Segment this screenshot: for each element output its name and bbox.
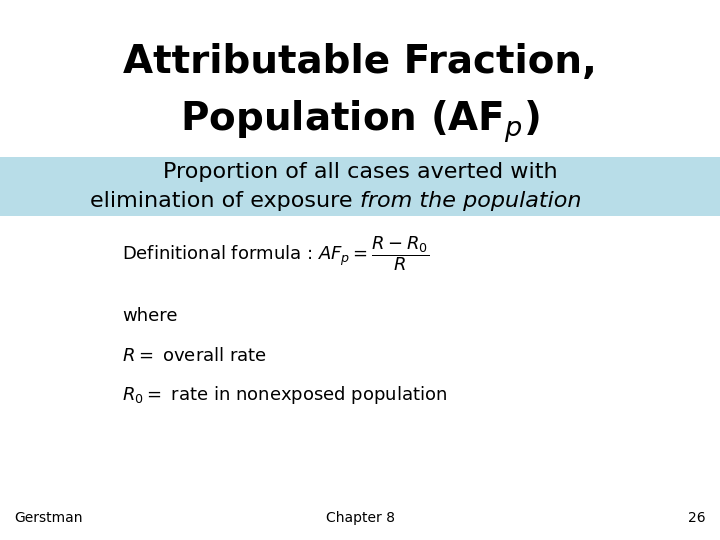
Text: $R_0 =$ rate in nonexposed population: $R_0 =$ rate in nonexposed population xyxy=(122,384,448,406)
Text: Definitional formula : $\mathit{AF}_p = \dfrac{R - R_0}{R}$: Definitional formula : $\mathit{AF}_p = … xyxy=(122,234,429,273)
Text: elimination of exposure: elimination of exposure xyxy=(91,191,360,211)
Text: from the population: from the population xyxy=(360,191,582,211)
Text: 26: 26 xyxy=(688,511,706,525)
Text: Chapter 8: Chapter 8 xyxy=(325,511,395,525)
Text: where: where xyxy=(122,307,178,325)
Text: Gerstman: Gerstman xyxy=(14,511,83,525)
Text: Attributable Fraction,: Attributable Fraction, xyxy=(123,43,597,81)
Text: Population (AF$_p$): Population (AF$_p$) xyxy=(180,98,540,145)
Text: Proportion of all cases averted with: Proportion of all cases averted with xyxy=(163,161,557,182)
FancyBboxPatch shape xyxy=(0,157,720,216)
Text: $R =$ overall rate: $R =$ overall rate xyxy=(122,347,267,366)
